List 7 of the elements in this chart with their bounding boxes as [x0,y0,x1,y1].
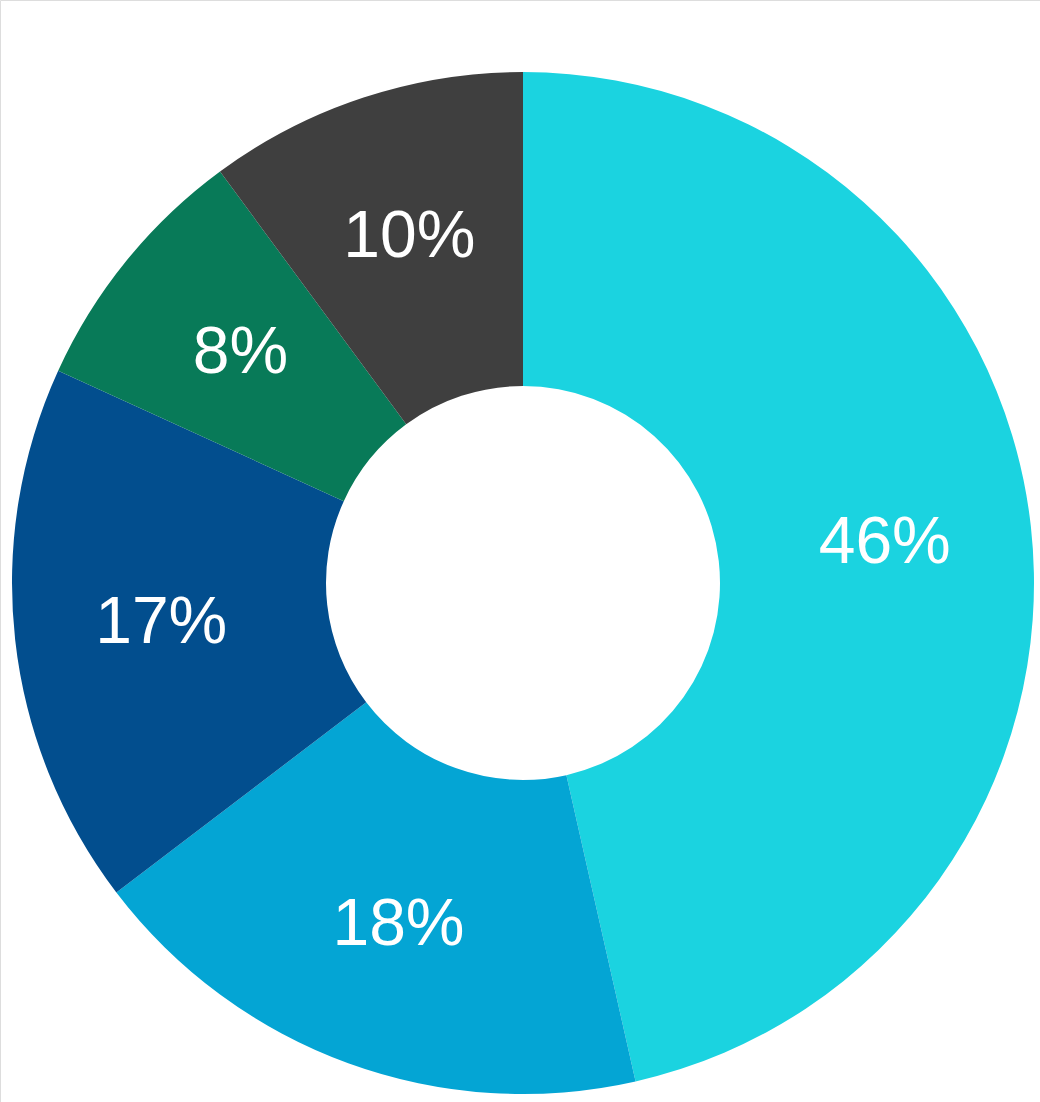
data-label: 8% [192,313,289,388]
donut-slice [523,72,1034,1082]
data-label: 10% [343,197,476,272]
data-label: 18% [332,885,465,960]
donut-slice [116,702,636,1094]
data-label: 46% [818,502,951,577]
data-label: 17% [95,583,228,658]
